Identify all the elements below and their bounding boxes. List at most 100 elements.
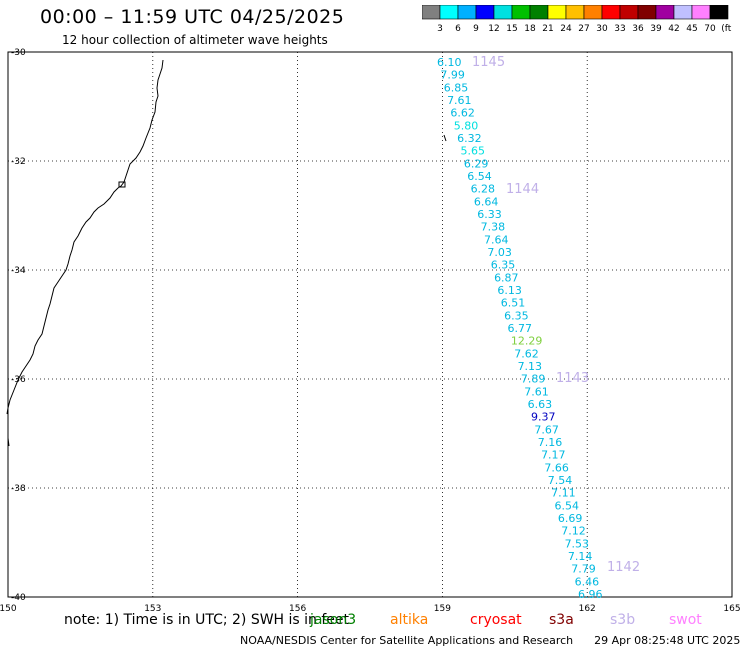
satellite-legend: jason3 altika cryosat s3a s3b swot bbox=[0, 612, 740, 632]
swh-value: 6.32 bbox=[457, 132, 482, 145]
sat-cryosat: cryosat bbox=[470, 612, 522, 628]
lon-tick-label: 165 bbox=[723, 604, 740, 614]
footer: NOAA/NESDIS Center for Satellite Applica… bbox=[240, 634, 740, 647]
scale-swatch bbox=[511, 5, 531, 20]
swh-value: 6.77 bbox=[508, 322, 533, 335]
track-number-label: 1144 bbox=[506, 182, 539, 197]
scale-label: 9 bbox=[473, 24, 479, 33]
map-border bbox=[7, 51, 733, 598]
swh-value: 7.67 bbox=[534, 423, 559, 436]
sat-s3b: s3b bbox=[610, 612, 636, 628]
scale-swatch bbox=[637, 5, 657, 20]
swh-value: 9.37 bbox=[531, 411, 556, 424]
scale-swatch bbox=[583, 5, 603, 20]
swh-value: 7.89 bbox=[521, 373, 546, 386]
swh-value: 7.61 bbox=[524, 385, 549, 398]
swh-value: 7.64 bbox=[484, 233, 509, 246]
swh-value: 6.29 bbox=[464, 157, 489, 170]
scale-swatch bbox=[475, 5, 495, 20]
map-frame: 150 153 156 159 162 165 -30 -32 -34 -36 -38 -40 bbox=[0, 48, 740, 614]
swh-value: 7.53 bbox=[565, 537, 590, 550]
swh-value: 6.63 bbox=[528, 398, 553, 411]
scale-swatch bbox=[422, 5, 441, 20]
sat-altika: altika bbox=[390, 612, 429, 628]
swh-value: 6.85 bbox=[444, 81, 469, 94]
track-mark bbox=[443, 134, 447, 142]
lon-tick-label: 153 bbox=[144, 604, 161, 614]
scale-label: 36 bbox=[632, 24, 644, 33]
coastline bbox=[6, 59, 164, 415]
swh-value: 6.69 bbox=[558, 512, 583, 525]
swh-value: 6.35 bbox=[491, 259, 516, 272]
coast-island bbox=[118, 181, 126, 188]
scale-label: (ft) bbox=[721, 24, 732, 33]
swh-points: 6.107.996.857.616.625.806.325.656.296.54… bbox=[437, 56, 603, 601]
lon-tick-label: 156 bbox=[289, 604, 306, 614]
swh-value: 7.11 bbox=[551, 487, 576, 500]
scale-label: 27 bbox=[578, 24, 589, 33]
swh-value: 6.13 bbox=[497, 284, 522, 297]
scale-label: 3 bbox=[437, 24, 443, 33]
scale-label: 45 bbox=[686, 24, 697, 33]
swh-value: 6.28 bbox=[471, 183, 496, 196]
sat-swot: swot bbox=[669, 612, 702, 628]
lat-tick-label: -40 bbox=[11, 593, 26, 603]
scale-label: 30 bbox=[596, 24, 608, 33]
swh-value: 6.54 bbox=[555, 499, 580, 512]
scale-label: 21 bbox=[542, 24, 553, 33]
track-number-label: 1145 bbox=[472, 55, 505, 70]
lon-tick-label: 150 bbox=[0, 604, 17, 614]
swh-value: 7.54 bbox=[548, 474, 573, 487]
swh-value: 6.35 bbox=[504, 309, 528, 322]
swh-value: 6.62 bbox=[450, 107, 475, 120]
swh-value: 7.13 bbox=[518, 360, 543, 373]
swh-value: 7.38 bbox=[481, 221, 506, 234]
scale-swatch bbox=[655, 5, 675, 20]
scale-swatch bbox=[691, 5, 711, 20]
page-title: 00:00 – 11:59 UTC 04/25/2025 bbox=[40, 6, 345, 28]
track-number-label: 1142 bbox=[607, 560, 640, 575]
swh-value: 6.51 bbox=[501, 297, 526, 310]
scale-label: 24 bbox=[560, 24, 572, 33]
lon-tick-label: 162 bbox=[579, 604, 596, 614]
scale-label: 15 bbox=[506, 24, 517, 33]
swh-value: 7.17 bbox=[541, 449, 566, 462]
scale-swatch bbox=[601, 5, 621, 20]
swh-value: 7.03 bbox=[487, 246, 512, 259]
page-subtitle: 12 hour collection of altimeter wave hei… bbox=[62, 33, 328, 47]
swh-value: 7.62 bbox=[514, 347, 539, 360]
scale-swatch bbox=[439, 5, 459, 20]
swh-value: 6.46 bbox=[575, 575, 600, 588]
swh-value: 5.80 bbox=[454, 119, 479, 132]
scale-label: 42 bbox=[668, 24, 679, 33]
lat-tick-label: -38 bbox=[11, 484, 26, 494]
scale-swatch bbox=[547, 5, 567, 20]
swh-value: 5.65 bbox=[461, 145, 486, 158]
scale-swatch bbox=[673, 5, 693, 20]
swh-value: 6.10 bbox=[437, 56, 462, 69]
swh-value: 7.14 bbox=[568, 550, 593, 563]
swh-value: 6.64 bbox=[474, 195, 499, 208]
track-number-label: 1143 bbox=[556, 371, 589, 386]
scale-swatch bbox=[619, 5, 639, 20]
scale-label: 12 bbox=[488, 24, 499, 33]
swh-value: 6.54 bbox=[467, 170, 492, 183]
swh-value: 7.16 bbox=[538, 436, 563, 449]
sat-s3a: s3a bbox=[549, 612, 574, 628]
lat-tick-label: -34 bbox=[11, 266, 26, 276]
scale-swatch bbox=[709, 5, 729, 20]
swh-value: 7.99 bbox=[440, 69, 465, 82]
scale-swatch bbox=[493, 5, 513, 20]
lat-tick-label: -36 bbox=[11, 375, 26, 385]
swh-value: 12.29 bbox=[511, 335, 543, 348]
scale-swatch bbox=[457, 5, 477, 20]
scale-swatch bbox=[529, 5, 549, 20]
swh-value: 6.33 bbox=[477, 208, 502, 221]
lat-tick-label: -30 bbox=[11, 48, 26, 58]
sat-jason3: jason3 bbox=[310, 612, 357, 628]
swh-value: 7.12 bbox=[561, 525, 586, 538]
scale-label: 18 bbox=[524, 24, 536, 33]
scale-label: 6 bbox=[455, 24, 461, 33]
